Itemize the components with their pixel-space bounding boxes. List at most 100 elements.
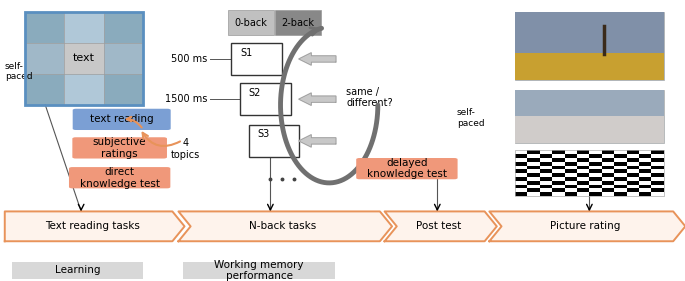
FancyArrowPatch shape: [127, 117, 142, 128]
FancyBboxPatch shape: [552, 166, 564, 169]
FancyBboxPatch shape: [614, 162, 627, 166]
FancyBboxPatch shape: [104, 43, 143, 74]
FancyBboxPatch shape: [564, 166, 577, 169]
FancyBboxPatch shape: [601, 177, 614, 181]
FancyBboxPatch shape: [589, 173, 601, 177]
Polygon shape: [299, 135, 336, 147]
FancyBboxPatch shape: [527, 169, 540, 173]
FancyBboxPatch shape: [515, 158, 527, 162]
FancyBboxPatch shape: [552, 154, 564, 158]
FancyBboxPatch shape: [64, 74, 104, 105]
FancyBboxPatch shape: [601, 151, 614, 154]
FancyBboxPatch shape: [552, 181, 564, 185]
Text: 500 ms: 500 ms: [171, 54, 208, 64]
Polygon shape: [299, 93, 336, 105]
FancyBboxPatch shape: [601, 188, 614, 192]
FancyBboxPatch shape: [69, 167, 171, 188]
FancyBboxPatch shape: [639, 162, 651, 166]
FancyBboxPatch shape: [552, 151, 564, 154]
FancyBboxPatch shape: [515, 181, 527, 185]
Text: Post test: Post test: [416, 221, 461, 231]
FancyBboxPatch shape: [552, 192, 564, 196]
Polygon shape: [299, 53, 336, 65]
FancyBboxPatch shape: [515, 151, 527, 154]
FancyBboxPatch shape: [515, 12, 664, 80]
FancyBboxPatch shape: [564, 181, 577, 185]
FancyBboxPatch shape: [540, 188, 552, 192]
FancyBboxPatch shape: [651, 154, 664, 158]
FancyBboxPatch shape: [601, 162, 614, 166]
Text: self-
paced: self- paced: [457, 108, 484, 128]
FancyBboxPatch shape: [564, 169, 577, 173]
FancyBboxPatch shape: [639, 169, 651, 173]
Polygon shape: [5, 211, 184, 241]
FancyBboxPatch shape: [577, 154, 589, 158]
FancyBboxPatch shape: [540, 151, 552, 154]
Text: 2-back: 2-back: [282, 18, 314, 28]
FancyBboxPatch shape: [527, 151, 540, 154]
FancyBboxPatch shape: [651, 181, 664, 185]
FancyBboxPatch shape: [540, 162, 552, 166]
FancyBboxPatch shape: [228, 10, 274, 35]
FancyBboxPatch shape: [540, 185, 552, 188]
FancyBboxPatch shape: [627, 169, 639, 173]
FancyBboxPatch shape: [540, 166, 552, 169]
FancyBboxPatch shape: [651, 151, 664, 154]
Text: 4
topics: 4 topics: [171, 139, 200, 160]
Text: S2: S2: [249, 88, 261, 98]
FancyBboxPatch shape: [589, 192, 601, 196]
FancyBboxPatch shape: [515, 188, 527, 192]
FancyBboxPatch shape: [614, 181, 627, 185]
FancyBboxPatch shape: [552, 158, 564, 162]
FancyBboxPatch shape: [614, 151, 627, 154]
Text: self-
paced: self- paced: [5, 62, 32, 81]
Text: delayed
knowledge test: delayed knowledge test: [367, 158, 447, 180]
FancyBboxPatch shape: [627, 158, 639, 162]
FancyBboxPatch shape: [614, 177, 627, 181]
Text: N-back tasks: N-back tasks: [249, 221, 316, 231]
FancyBboxPatch shape: [515, 12, 664, 53]
FancyBboxPatch shape: [614, 188, 627, 192]
FancyBboxPatch shape: [577, 151, 589, 154]
FancyBboxPatch shape: [515, 173, 527, 177]
Text: Text reading tasks: Text reading tasks: [45, 221, 140, 231]
FancyBboxPatch shape: [651, 177, 664, 181]
Text: S1: S1: [240, 47, 252, 58]
FancyBboxPatch shape: [577, 188, 589, 192]
FancyBboxPatch shape: [639, 158, 651, 162]
FancyArrowPatch shape: [310, 28, 321, 35]
FancyBboxPatch shape: [639, 192, 651, 196]
FancyBboxPatch shape: [589, 169, 601, 173]
FancyBboxPatch shape: [540, 158, 552, 162]
FancyBboxPatch shape: [564, 185, 577, 188]
FancyBboxPatch shape: [589, 162, 601, 166]
FancyBboxPatch shape: [527, 154, 540, 158]
FancyBboxPatch shape: [515, 185, 527, 188]
FancyBboxPatch shape: [25, 12, 64, 43]
FancyBboxPatch shape: [540, 181, 552, 185]
FancyBboxPatch shape: [577, 185, 589, 188]
Text: S3: S3: [258, 129, 270, 139]
FancyBboxPatch shape: [540, 177, 552, 181]
FancyBboxPatch shape: [515, 177, 527, 181]
FancyBboxPatch shape: [589, 166, 601, 169]
FancyBboxPatch shape: [577, 181, 589, 185]
FancyBboxPatch shape: [639, 151, 651, 154]
FancyBboxPatch shape: [552, 173, 564, 177]
FancyBboxPatch shape: [564, 177, 577, 181]
FancyBboxPatch shape: [601, 185, 614, 188]
FancyBboxPatch shape: [589, 181, 601, 185]
FancyBboxPatch shape: [527, 173, 540, 177]
FancyBboxPatch shape: [614, 192, 627, 196]
FancyBboxPatch shape: [552, 188, 564, 192]
Text: Learning: Learning: [55, 266, 100, 275]
FancyBboxPatch shape: [564, 154, 577, 158]
FancyBboxPatch shape: [589, 151, 601, 154]
FancyBboxPatch shape: [601, 181, 614, 185]
FancyBboxPatch shape: [601, 154, 614, 158]
FancyBboxPatch shape: [651, 162, 664, 166]
FancyBboxPatch shape: [564, 188, 577, 192]
FancyBboxPatch shape: [577, 169, 589, 173]
FancyBboxPatch shape: [527, 158, 540, 162]
FancyBboxPatch shape: [527, 177, 540, 181]
